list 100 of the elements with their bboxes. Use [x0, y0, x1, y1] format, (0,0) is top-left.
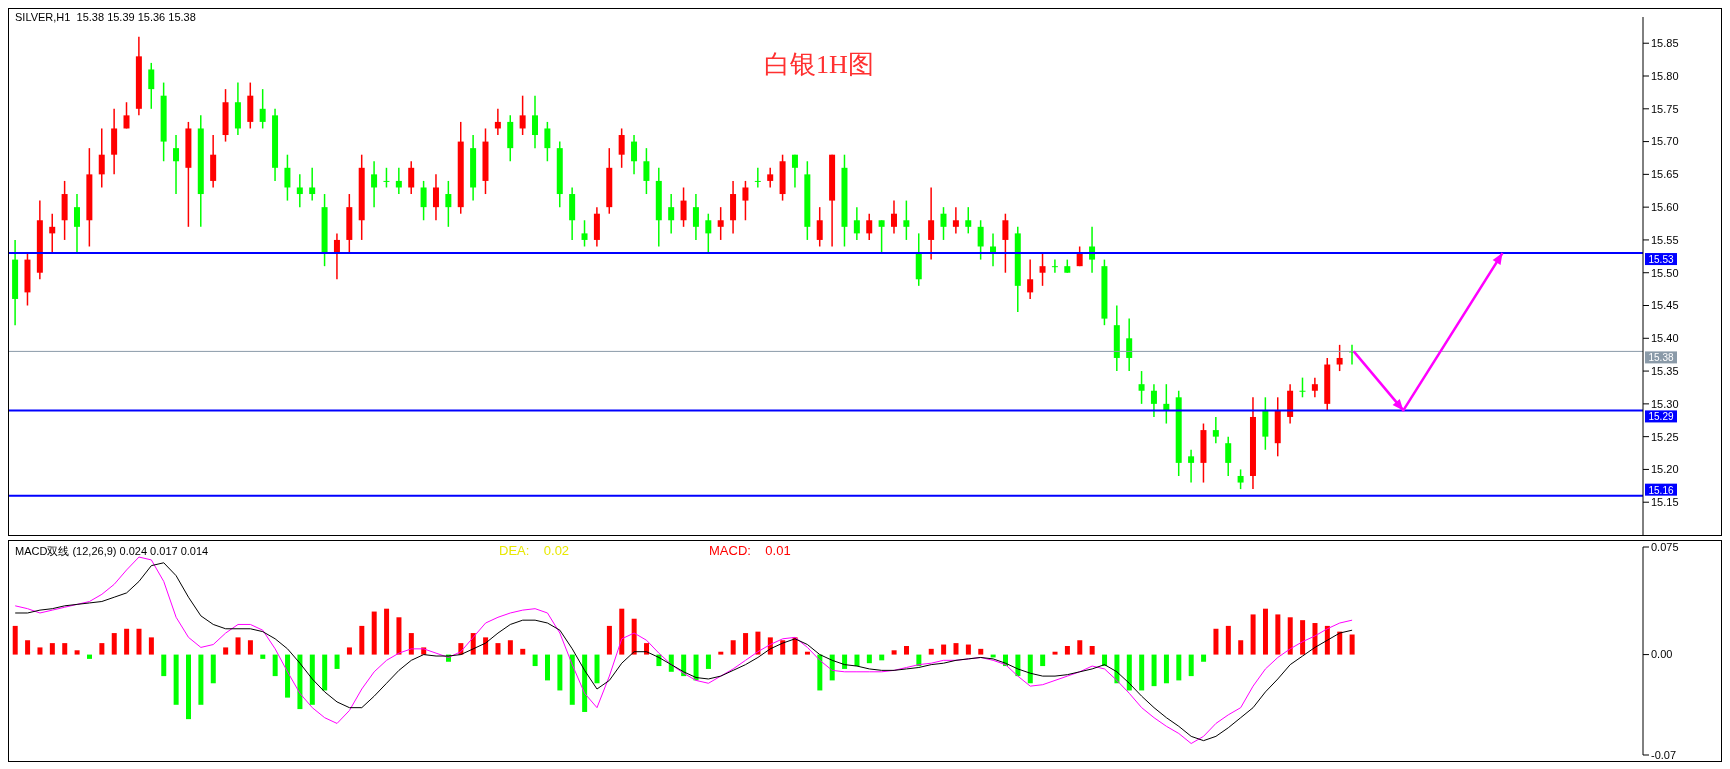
candlestick: [408, 160, 415, 195]
candlestick: [544, 121, 551, 162]
annotation: MACD: 0.01: [709, 543, 791, 558]
bar: [384, 608, 390, 655]
candlestick: [123, 101, 130, 130]
candlestick: [878, 219, 885, 254]
bar: [111, 633, 117, 655]
y-tick-label: 15.55: [1651, 233, 1679, 246]
bar: [1337, 631, 1343, 655]
candlestick: [767, 167, 774, 189]
bar: [124, 628, 130, 655]
bar: [186, 654, 192, 720]
bar: [1324, 625, 1330, 655]
candlestick: [890, 199, 897, 235]
bar: [1188, 654, 1194, 677]
bar: [606, 625, 612, 655]
y-tick-label: 15.60: [1651, 201, 1679, 214]
bar: [223, 647, 229, 655]
candlestick: [383, 167, 390, 189]
bar: [371, 611, 377, 655]
candlestick: [631, 134, 638, 176]
candlestick: [259, 88, 266, 130]
ref-line-label: 15.53: [1648, 254, 1674, 266]
candlestick: [1138, 370, 1145, 405]
bar: [1089, 645, 1095, 655]
annotation: DEA: 0.02: [499, 543, 570, 558]
bar: [334, 654, 340, 669]
bar: [928, 648, 934, 655]
candlestick: [98, 127, 105, 189]
candlestick: [940, 206, 947, 241]
bar: [569, 654, 575, 705]
bar: [582, 654, 588, 712]
candlestick: [1126, 317, 1133, 372]
bar: [557, 654, 563, 691]
bar: [1300, 620, 1306, 655]
candlestick: [1212, 416, 1219, 444]
bar: [705, 654, 711, 669]
bar: [1040, 654, 1046, 667]
bar: [74, 650, 80, 655]
candlestick: [618, 127, 625, 169]
bar: [619, 608, 625, 655]
candlestick: [853, 206, 860, 241]
bar: [408, 633, 414, 655]
candlestick: [990, 232, 997, 267]
candlestick: [1051, 258, 1058, 274]
bar: [272, 654, 278, 677]
bar: [309, 654, 315, 705]
bar: [1064, 645, 1070, 655]
candlestick: [742, 180, 749, 222]
bar: [297, 654, 303, 710]
candlestick: [1237, 468, 1244, 490]
bar: [1201, 654, 1207, 662]
candlestick: [1150, 383, 1157, 418]
bar: [817, 654, 823, 691]
candlestick: [445, 180, 452, 228]
bar: [25, 640, 31, 655]
y-tick-label: 15.35: [1651, 364, 1679, 377]
bar: [1126, 654, 1132, 691]
bar: [1151, 654, 1157, 687]
candlestick: [705, 212, 712, 254]
candlestick: [519, 94, 526, 136]
candlestick: [1089, 226, 1096, 274]
bar: [693, 654, 699, 681]
bar: [1176, 654, 1182, 681]
candlestick: [754, 167, 761, 189]
candlestick: [1299, 376, 1306, 399]
candlestick: [692, 193, 699, 241]
y-tick-label: 15.65: [1651, 168, 1679, 181]
bar: [322, 654, 328, 691]
candlestick: [371, 160, 378, 208]
y-tick-label: 0.00: [1651, 648, 1673, 661]
bar: [359, 625, 365, 655]
bar: [1225, 625, 1231, 655]
candlestick: [1027, 258, 1034, 300]
bar: [260, 654, 266, 659]
candlestick: [173, 134, 180, 195]
bar: [978, 648, 984, 655]
y-tick-label: 15.80: [1651, 69, 1679, 82]
candlestick: [1336, 344, 1343, 372]
y-tick-label: 0.075: [1651, 540, 1679, 553]
bar: [483, 637, 489, 655]
bar: [1027, 654, 1033, 684]
y-tick-label: 15.85: [1651, 37, 1679, 50]
candlestick: [965, 206, 972, 235]
bar: [99, 643, 105, 655]
candlestick: [1311, 376, 1318, 399]
candlestick: [791, 153, 798, 189]
candlestick: [148, 62, 155, 110]
candlestick: [680, 186, 687, 228]
bar: [1213, 628, 1219, 655]
candlestick: [420, 180, 427, 222]
candlestick: [581, 219, 588, 248]
candlestick: [816, 206, 823, 248]
bar: [173, 654, 179, 705]
bar: [631, 618, 637, 655]
bar: [891, 650, 897, 655]
candlestick: [643, 147, 650, 195]
bar: [396, 617, 402, 655]
y-tick-label: 15.45: [1651, 299, 1679, 312]
bar: [1312, 623, 1318, 655]
